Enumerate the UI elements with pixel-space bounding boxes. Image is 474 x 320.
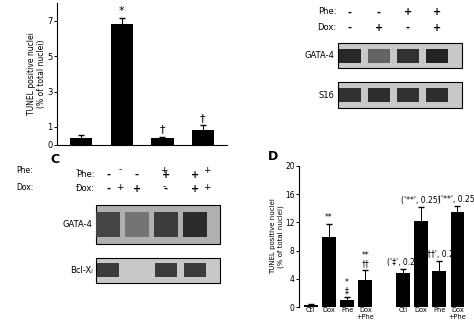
Text: -: - — [76, 165, 79, 174]
Text: -: - — [377, 7, 381, 18]
Bar — [414, 221, 428, 307]
Bar — [368, 49, 390, 62]
Text: GATA-4: GATA-4 — [63, 220, 92, 229]
Bar — [192, 130, 214, 145]
Text: +: + — [433, 23, 441, 33]
Text: Phe:: Phe: — [76, 170, 94, 179]
Bar — [338, 82, 463, 108]
Text: -: - — [106, 170, 110, 180]
Bar — [70, 138, 92, 145]
Bar — [154, 212, 178, 237]
Text: GATA-4: GATA-4 — [305, 51, 335, 60]
Bar — [183, 212, 207, 237]
Text: +: + — [203, 182, 210, 191]
Bar — [125, 212, 149, 237]
Text: †: † — [160, 124, 165, 134]
Bar — [96, 212, 120, 237]
Text: -: - — [348, 7, 352, 18]
Bar — [432, 271, 446, 307]
Text: -: - — [106, 184, 110, 194]
Text: Phe:: Phe: — [17, 165, 33, 174]
Bar — [339, 49, 361, 62]
Bar — [155, 263, 177, 277]
Text: -: - — [163, 182, 166, 191]
Text: ('††', 0.2): ('††', 0.2) — [422, 250, 456, 259]
Bar — [426, 49, 448, 62]
Text: *
‡: * ‡ — [345, 278, 349, 295]
Text: Bcl-Xₗ: Bcl-Xₗ — [70, 266, 92, 275]
Y-axis label: TUNEL positive nuclei
(% of total nuclei): TUNEL positive nuclei (% of total nuclei… — [270, 199, 283, 275]
Bar — [96, 258, 220, 283]
Bar — [96, 205, 220, 244]
Text: C: C — [50, 153, 59, 166]
Bar — [368, 88, 390, 102]
Bar — [338, 43, 463, 68]
Bar — [358, 280, 372, 307]
Bar — [304, 305, 318, 307]
Text: +: + — [191, 170, 199, 180]
Text: -: - — [118, 165, 121, 174]
Text: -: - — [406, 23, 410, 33]
Bar — [397, 49, 419, 62]
Text: +: + — [162, 170, 170, 180]
Text: **
††: ** †† — [362, 252, 369, 268]
Text: D: D — [268, 150, 278, 163]
Bar — [151, 139, 173, 145]
Bar — [110, 24, 133, 145]
Text: ('**', 0.25): ('**', 0.25) — [401, 196, 441, 205]
Bar — [340, 300, 354, 307]
Text: Phe:: Phe: — [318, 7, 337, 16]
Bar — [426, 88, 448, 102]
Text: +: + — [203, 165, 210, 174]
Y-axis label: TUNEL positive nuclei
(% of total nuclei): TUNEL positive nuclei (% of total nuclei… — [27, 32, 46, 115]
Text: †: † — [200, 113, 206, 123]
Bar — [339, 88, 361, 102]
Text: ('‡', 0.2): ('‡', 0.2) — [387, 258, 418, 267]
Bar — [184, 263, 206, 277]
Text: -: - — [135, 170, 139, 180]
Bar — [322, 236, 336, 307]
Text: -: - — [348, 23, 352, 33]
Text: +: + — [133, 184, 141, 194]
Text: ('**', 0.25): ('**', 0.25) — [438, 195, 474, 204]
Text: +: + — [375, 23, 383, 33]
Text: Dox:: Dox: — [16, 182, 33, 191]
Text: -: - — [164, 184, 168, 194]
Text: *: * — [119, 6, 125, 16]
Bar — [97, 263, 119, 277]
Text: +: + — [116, 182, 124, 191]
Bar — [450, 212, 465, 307]
Bar — [396, 273, 410, 307]
Text: +: + — [404, 7, 412, 18]
Text: S16: S16 — [319, 91, 335, 100]
Text: Dox:: Dox: — [317, 23, 337, 32]
Text: +: + — [433, 7, 441, 18]
Bar — [397, 88, 419, 102]
Text: **: ** — [325, 213, 333, 222]
Text: +: + — [191, 184, 199, 194]
Text: -: - — [76, 182, 79, 191]
Text: Dox:: Dox: — [75, 184, 94, 193]
Text: +: + — [161, 165, 168, 174]
